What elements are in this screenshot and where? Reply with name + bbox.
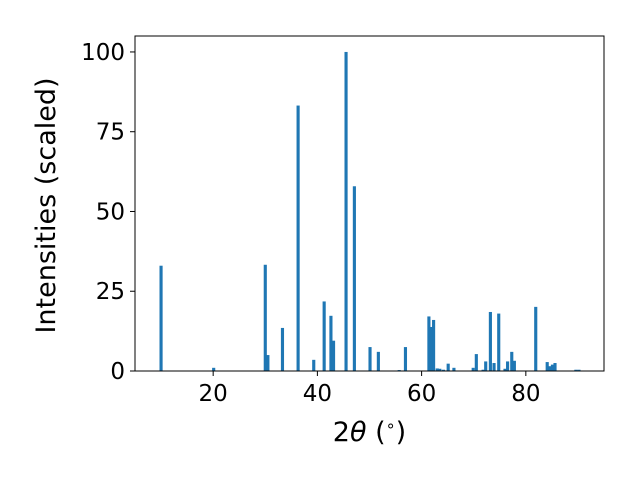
y-axis-label: Intensities (scaled) [31, 77, 62, 333]
x-tick-label: 80 [511, 381, 540, 407]
bar [159, 265, 163, 371]
bar [488, 311, 492, 371]
x-tick-label: 40 [303, 381, 332, 407]
bar [403, 347, 408, 371]
bar [435, 368, 439, 371]
bar [322, 301, 326, 371]
bar [329, 315, 333, 371]
bar [212, 367, 216, 371]
bar [545, 362, 549, 371]
bar [266, 355, 270, 371]
bar [474, 354, 478, 371]
bar [510, 351, 514, 371]
bar [376, 351, 380, 371]
y-tick-label: 75 [96, 120, 125, 146]
y-axis-ticks: 0 25 50 75 100 [81, 40, 135, 385]
bar [497, 313, 501, 371]
bar [506, 361, 510, 371]
x-axis-label: 2θ (∘) [333, 416, 406, 448]
bar [368, 347, 372, 371]
bar [263, 264, 267, 371]
bar [429, 326, 433, 371]
bar [574, 369, 578, 371]
bar [512, 360, 516, 371]
x-tick-label: 60 [407, 381, 436, 407]
y-tick-label: 100 [81, 40, 125, 66]
bar [296, 105, 300, 372]
bar-series [159, 51, 581, 372]
bar [452, 367, 456, 371]
bar [432, 319, 436, 371]
plot-frame [134, 35, 605, 372]
y-tick-label: 0 [110, 359, 125, 385]
bar [484, 361, 488, 371]
bar [331, 340, 336, 371]
bar [438, 368, 442, 371]
bar [441, 369, 446, 371]
bar [481, 369, 485, 371]
y-tick-label: 50 [96, 199, 125, 225]
bar [548, 366, 552, 371]
bar [577, 369, 581, 371]
x-tick-label: 20 [199, 381, 228, 407]
bar [312, 359, 316, 371]
y-tick-label: 25 [96, 279, 125, 305]
bar [471, 367, 475, 371]
bar [553, 363, 557, 371]
bar [352, 186, 356, 371]
bar [446, 363, 450, 371]
bar [534, 306, 538, 371]
bar [503, 368, 507, 371]
bar [344, 51, 348, 371]
x-axis-ticks: 20 40 60 80 [199, 371, 540, 407]
bar [427, 316, 431, 371]
bar [280, 327, 285, 371]
bar [550, 364, 554, 371]
bar [492, 363, 496, 371]
